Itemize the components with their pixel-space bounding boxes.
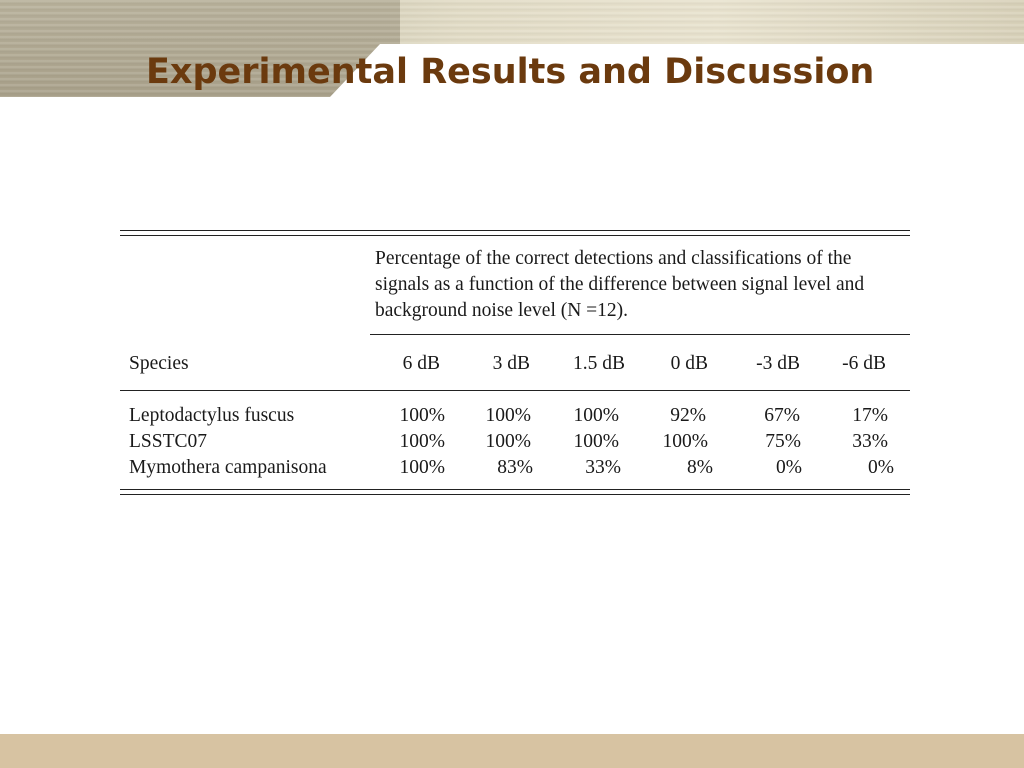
table-bottom-rule-2 [120,494,910,496]
table-cell: 100% [662,431,709,452]
table-top-rule [120,230,910,232]
table-top-rule-2 [120,235,910,237]
table-caption: Percentage of the correct detections and… [375,248,865,321]
caption-rule [370,334,910,336]
results-table: Percentage of the correct detections and… [120,230,910,498]
table-cell: 0% [868,457,894,478]
table-cell: 100% [485,431,532,452]
header-rule [120,390,910,392]
table-cell: 100% [573,405,620,426]
species-name: LSSTC07 [129,431,208,452]
table-cell: 100% [485,405,532,426]
table-cell: 0% [776,457,802,478]
table-cell: 8% [687,457,713,478]
header-band [0,0,1024,97]
column-header-minus3db: -3 dB [756,353,800,374]
table-cell: 100% [399,457,446,478]
table-bottom-rule [120,489,910,491]
table-cell: 100% [399,405,446,426]
species-name: Mymothera campanisona [129,457,327,478]
table-cell: 33% [585,457,621,478]
column-header-0db: 0 dB [670,353,708,374]
table-cell: 83% [497,457,533,478]
table-cell: 33% [852,431,888,452]
table-cell: 17% [852,405,888,426]
header-band-left [0,0,400,97]
column-header-6db: 6 dB [402,353,440,374]
table-cell: 75% [765,431,801,452]
species-name: Leptodactylus fuscus [129,405,295,426]
table-cell: 92% [670,405,706,426]
footer-band [0,734,1024,768]
table-cell: 100% [573,431,620,452]
column-header-1-5db: 1.5 dB [572,353,625,374]
table-cell: 67% [764,405,800,426]
column-header-minus6db: -6 dB [842,353,886,374]
species-header: Species [129,353,189,374]
slide-title: Experimental Results and Discussion [146,52,875,92]
table-cell: 100% [399,431,446,452]
column-header-3db: 3 dB [492,353,530,374]
